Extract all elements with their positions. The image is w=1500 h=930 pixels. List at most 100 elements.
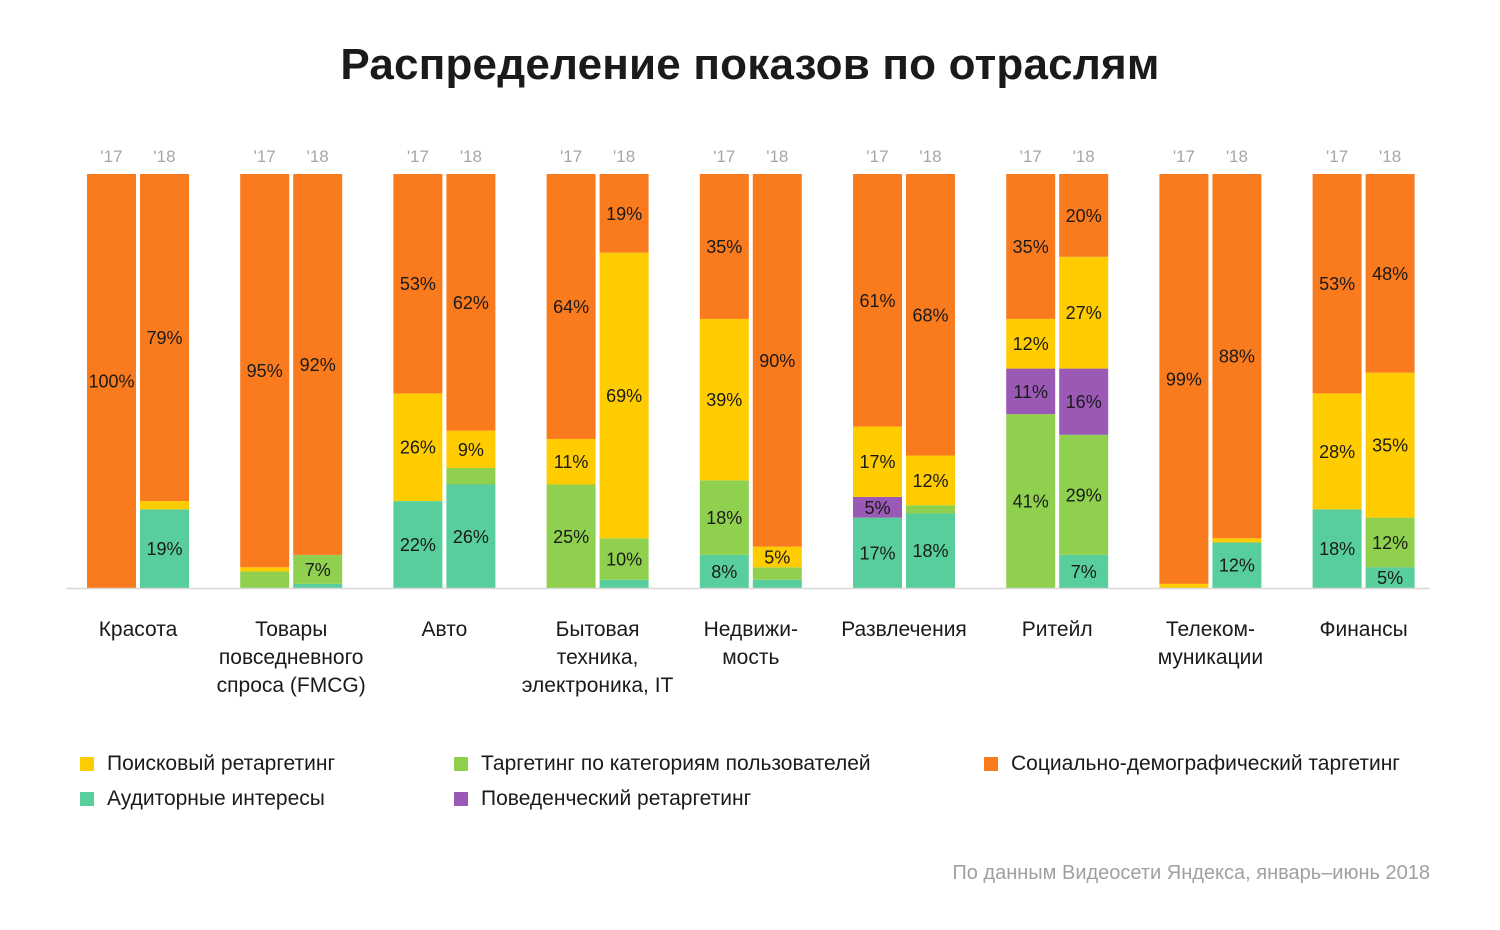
bar-year-label: '18 [1379, 147, 1401, 166]
bar-segment-audience-interests [1365, 567, 1415, 588]
legend-swatch-socio-demographic [984, 757, 998, 771]
bar-year-label: '17 [1020, 147, 1042, 166]
data-label: 88% [1219, 347, 1255, 367]
data-label: 68% [912, 305, 948, 325]
bar-segment-audience-interests [853, 517, 902, 588]
data-label: 35% [1372, 436, 1408, 456]
legend-item-user-categories: Таргетинг по категориям пользователей [454, 752, 871, 776]
bar-year-label: '17 [713, 147, 735, 166]
data-label: 64% [553, 297, 589, 317]
data-label: 35% [706, 237, 742, 257]
bar-segment-search-retargeting [1159, 583, 1209, 588]
bar-segment-search-retargeting [1312, 393, 1362, 510]
bar-year-label: '18 [919, 147, 941, 166]
bar-year-label: '18 [1226, 147, 1248, 166]
data-label: 25% [553, 527, 589, 547]
bar-year-label: '17 [866, 147, 888, 166]
data-label: 11% [554, 452, 589, 472]
bar-segment-socio-demographic [699, 174, 749, 319]
data-label: 28% [1319, 442, 1355, 462]
data-label: 12% [912, 471, 948, 491]
data-label: 20% [1066, 206, 1102, 226]
data-label: 26% [400, 438, 436, 458]
bar-segment-search-retargeting [752, 546, 802, 568]
bar-year-label: '17 [100, 147, 122, 166]
category-label: Телеком- [1166, 618, 1255, 641]
category-label: Товары [255, 618, 327, 641]
category-label: Недвижи- [704, 618, 798, 641]
bar-year-label: '17 [407, 147, 429, 166]
legend-swatch-audience-interests [80, 792, 94, 806]
legend-label-search-retargeting: Поисковый ретаргетинг [107, 752, 336, 775]
bar-segment-socio-demographic [87, 174, 136, 588]
legend-item-audience-interests: Аудиторные интересы [80, 787, 325, 811]
data-label: 7% [1071, 562, 1097, 582]
category-label: техника, [557, 646, 639, 669]
data-label: 62% [453, 293, 489, 313]
bar-segment-audience-interests [699, 554, 749, 588]
data-label: 7% [305, 560, 331, 580]
bar-segment-user-categories [906, 505, 955, 514]
data-label: 5% [764, 547, 790, 567]
data-label: 90% [759, 351, 795, 371]
category-label: Ритейл [1022, 618, 1093, 641]
bar-segment-behavioral-retargeting [1006, 368, 1056, 415]
bar-segment-search-retargeting [1365, 372, 1415, 518]
bar-segment-socio-demographic [1212, 174, 1262, 539]
legend-swatch-search-retargeting [80, 757, 94, 771]
bar-segment-user-categories [752, 567, 802, 580]
bar-year-label: '18 [1073, 147, 1095, 166]
bar-segment-user-categories [1059, 434, 1109, 555]
legend-item-socio-demographic: Социально-демографический таргетинг [984, 752, 1400, 776]
legend-swatch-user-categories [454, 757, 468, 771]
data-label: 26% [453, 527, 489, 547]
bar-segment-audience-interests [140, 509, 189, 588]
category-label: муникации [1158, 646, 1263, 669]
bar-segment-audience-interests [446, 484, 496, 588]
bar-year-label: '18 [613, 147, 635, 166]
data-label: 19% [146, 539, 182, 559]
data-label: 11% [1013, 382, 1048, 402]
bar-segment-search-retargeting [1212, 538, 1262, 543]
legend-swatch-behavioral-retargeting [454, 792, 468, 806]
bar-segment-audience-interests [599, 579, 649, 588]
bar-segment-user-categories [446, 467, 496, 485]
bar-segment-socio-demographic [1059, 174, 1109, 257]
bar-segment-user-categories [1006, 414, 1056, 588]
bar-segment-audience-interests [293, 583, 343, 588]
data-label: 17% [859, 452, 895, 472]
data-label: 8% [711, 562, 737, 582]
category-label: Авто [422, 618, 468, 641]
data-label: 5% [1377, 568, 1403, 588]
bar-segment-socio-demographic [853, 174, 902, 427]
bar-segment-user-categories [240, 571, 290, 588]
bar-segment-user-categories [599, 538, 649, 580]
bar-year-label: '17 [1173, 147, 1195, 166]
bar-segment-socio-demographic [906, 174, 955, 456]
bar-segment-audience-interests [1212, 542, 1262, 588]
bar-segment-audience-interests [1312, 509, 1362, 588]
data-label: 12% [1013, 334, 1049, 354]
bar-segment-audience-interests [393, 501, 443, 588]
bar-segment-socio-demographic [393, 174, 443, 394]
data-label: 18% [1319, 539, 1355, 559]
bar-segment-search-retargeting [699, 318, 749, 481]
data-label: 35% [1013, 237, 1049, 257]
bar-year-label: '18 [307, 147, 329, 166]
bar-segment-socio-demographic [446, 174, 496, 431]
bar-segment-search-retargeting [906, 455, 955, 506]
data-label: 9% [458, 440, 484, 460]
bar-segment-audience-interests [752, 579, 802, 588]
legend-label-user-categories: Таргетинг по категориям пользователей [481, 752, 871, 775]
data-label: 17% [859, 543, 895, 563]
category-label: спроса (FMCG) [217, 674, 366, 697]
data-label: 69% [606, 386, 642, 406]
bar-segment-socio-demographic [240, 174, 290, 568]
data-label: 29% [1066, 485, 1102, 505]
bar-year-label: '17 [560, 147, 582, 166]
category-label: Развлечения [841, 618, 967, 641]
data-label: 19% [606, 204, 642, 224]
bar-segment-behavioral-retargeting [853, 496, 902, 518]
bar-segment-search-retargeting [240, 567, 290, 572]
bar-year-label: '18 [766, 147, 788, 166]
